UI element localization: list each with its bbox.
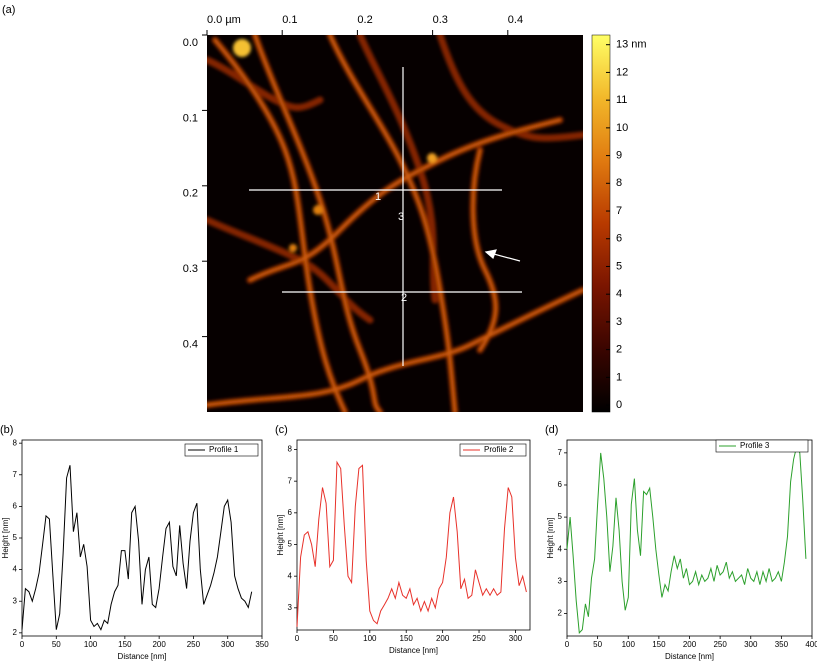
colorbar-tick-label: 1	[616, 371, 622, 383]
plot-frame	[296, 439, 531, 631]
x-tick-label: 50	[593, 640, 602, 649]
x-tick-label: 250	[713, 640, 727, 649]
y-tick-label: 0.3	[183, 263, 198, 275]
x-tick-label: 0	[565, 640, 570, 649]
legend-label: Profile 2	[484, 445, 514, 454]
legend-box	[459, 443, 527, 457]
legend-label: Profile 1	[209, 445, 239, 454]
y-tick-label: 6	[558, 480, 563, 489]
x-tick-label: 0.3	[433, 14, 448, 26]
x-tick-label: 250	[472, 634, 486, 643]
x-tick-label: 0	[295, 634, 300, 643]
colorbar-tick-label: 3	[616, 316, 622, 328]
y-axis-label: Height [nm]	[546, 518, 555, 559]
colorbar-tick-label: 10	[616, 122, 628, 134]
colorbar-tick-label: 0	[616, 399, 622, 411]
colorbar-tick-label: 8	[616, 177, 622, 189]
y-tick-label: 0.0	[183, 37, 198, 49]
y-tick-label: 3	[558, 576, 563, 585]
y-tick-label: 0.1	[183, 112, 198, 124]
panel-label: (d)	[545, 424, 558, 436]
panel-label: (b)	[0, 424, 13, 436]
y-tick-label: 6	[288, 508, 293, 517]
x-axis-label: Distance [nm]	[118, 652, 167, 661]
y-tick-label: 3	[13, 596, 18, 605]
x-tick-label: 50	[52, 640, 61, 649]
x-tick-label: 0.1	[282, 14, 297, 26]
x-tick-label: 200	[436, 634, 450, 643]
x-tick-label: 150	[400, 634, 414, 643]
y-tick-label: 4	[13, 565, 18, 574]
legend-box	[715, 439, 809, 453]
y-tick-label: 4	[288, 571, 293, 580]
y-axis-label: Height [nm]	[1, 518, 10, 559]
colorbar-tick-label: 2	[616, 344, 622, 356]
colorbar-tick-label: 4	[616, 288, 622, 300]
y-tick-label: 8	[288, 445, 293, 454]
profile-lines	[249, 67, 522, 366]
panel-label: (c)	[275, 424, 288, 436]
x-axis-label: Distance [nm]	[665, 652, 714, 661]
x-tick-label: 50	[329, 634, 338, 643]
y-axis-label: Height [nm]	[276, 515, 285, 556]
x-tick-label: 200	[152, 640, 166, 649]
profile-line	[21, 465, 253, 631]
x-tick-label: 0.0 µm	[207, 14, 241, 26]
y-tick-label: 8	[13, 438, 18, 447]
y-tick-label: 7	[13, 470, 18, 479]
profile-line	[566, 444, 807, 634]
colorbar-tick-label: 12	[616, 66, 628, 78]
legend-label: Profile 3	[740, 441, 770, 450]
plot-frame	[21, 439, 263, 637]
x-tick-label: 200	[683, 640, 697, 649]
x-tick-label: 150	[652, 640, 666, 649]
x-tick-label: 350	[775, 640, 789, 649]
colorbar-tick-label: 5	[616, 260, 622, 272]
y-tick-label: 5	[13, 533, 18, 542]
plot-frame	[566, 439, 813, 637]
y-tick-label: 2	[13, 628, 18, 637]
x-tick-label: 100	[84, 640, 98, 649]
y-tick-label: 5	[288, 540, 293, 549]
colorbar-tick-label: 6	[616, 233, 622, 245]
x-tick-label: 150	[118, 640, 132, 649]
colorbar-tick-label: 9	[616, 149, 622, 161]
x-tick-label: 0	[20, 640, 25, 649]
x-tick-label: 400	[805, 640, 817, 649]
colorbar	[591, 34, 611, 413]
y-tick-label: 0.4	[183, 339, 198, 351]
afm-fibers	[207, 35, 583, 412]
colorbar-tick-label: 7	[616, 205, 622, 217]
y-tick-label: 4	[558, 544, 563, 553]
panel-label: (a)	[2, 4, 15, 16]
x-tick-label: 250	[187, 640, 201, 649]
legend-box	[184, 443, 259, 457]
x-tick-label: 0.2	[357, 14, 372, 26]
profile-number: 1	[375, 191, 381, 203]
y-tick-label: 5	[558, 512, 563, 521]
x-tick-label: 0.4	[508, 14, 523, 26]
x-tick-label: 300	[221, 640, 235, 649]
y-tick-label: 7	[558, 448, 563, 457]
x-tick-label: 100	[363, 634, 377, 643]
y-tick-label: 7	[288, 476, 293, 485]
x-tick-label: 350	[255, 640, 269, 649]
x-axis-label: Distance [nm]	[389, 646, 438, 655]
y-tick-label: 0.2	[183, 188, 198, 200]
profile-line	[296, 460, 527, 627]
colorbar-tick-label: 13 nm	[616, 39, 647, 51]
y-tick-label: 2	[558, 609, 563, 618]
colorbar-tick-label: 11	[616, 94, 627, 106]
x-tick-label: 300	[744, 640, 758, 649]
profile-number: 2	[401, 292, 407, 304]
x-tick-label: 300	[509, 634, 523, 643]
y-tick-label: 6	[13, 501, 18, 510]
x-tick-label: 100	[622, 640, 636, 649]
y-tick-label: 3	[288, 603, 293, 612]
profile-number: 3	[398, 211, 404, 223]
